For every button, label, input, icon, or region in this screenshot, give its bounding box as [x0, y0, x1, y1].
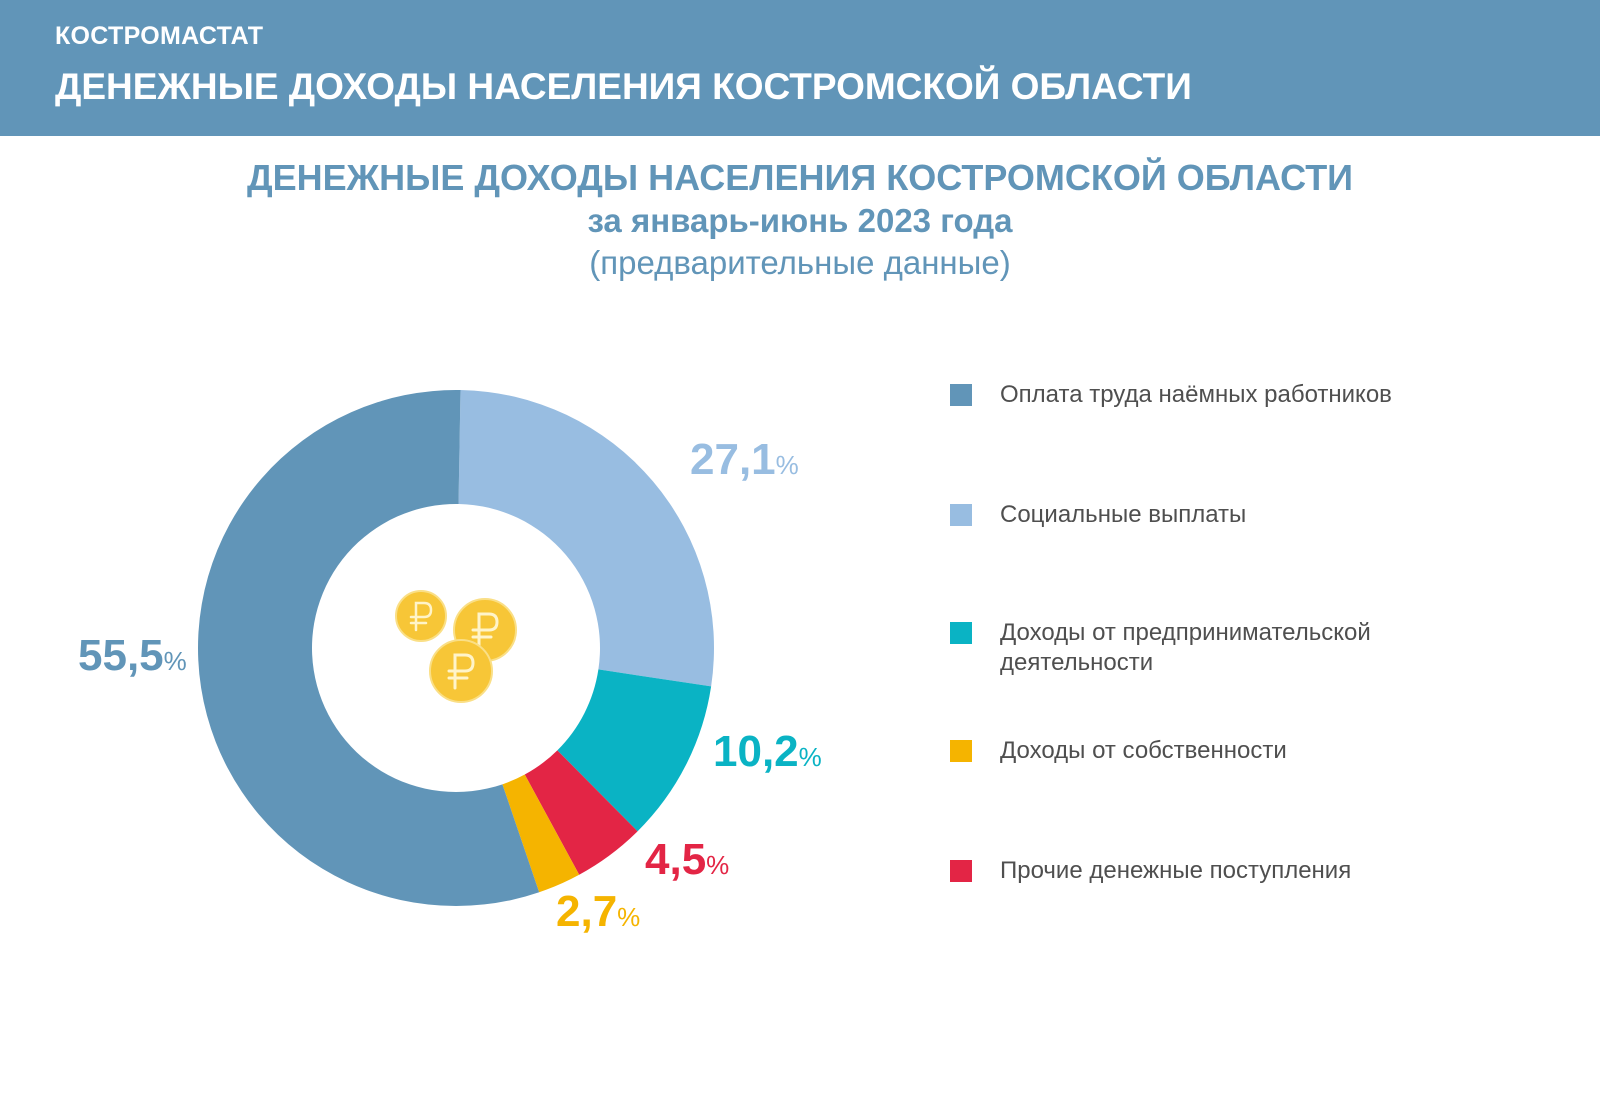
donut-slice: [557, 669, 712, 832]
slice-value: 55,5: [78, 631, 164, 680]
coin-icon: [395, 590, 447, 642]
legend-item: Доходы от предпринимательской деятельнос…: [950, 618, 1430, 678]
banner-title: ДЕНЕЖНЫЕ ДОХОДЫ НАСЕЛЕНИЯ КОСТРОМСКОЙ ОБ…: [55, 66, 1192, 107]
legend-item: Прочие денежные поступления: [950, 856, 1430, 886]
legend-label: Доходы от предпринимательской деятельнос…: [1000, 619, 1371, 676]
chart-title: ДЕНЕЖНЫЕ ДОХОДЫ НАСЕЛЕНИЯ КОСТРОМСКОЙ ОБ…: [246, 157, 1354, 198]
legend-swatch: [950, 622, 972, 644]
slice-value-label: 55,5%: [78, 634, 187, 678]
chart-note: (предварительные данные): [589, 244, 1011, 281]
donut-slice: [458, 390, 715, 687]
slice-value-unit: %: [617, 902, 641, 932]
slice-value-label: 4,5%: [645, 838, 729, 882]
legend-item: Социальные выплаты: [950, 500, 1430, 530]
slice-value: 4,5: [645, 835, 707, 884]
slice-value-label: 2,7%: [556, 890, 640, 934]
legend-swatch: [950, 384, 972, 406]
donut-slice: [502, 774, 580, 893]
slice-value: 10,2: [713, 727, 799, 776]
donut-slices: [197, 390, 715, 907]
legend-item: Доходы от собственности: [950, 736, 1430, 766]
donut-slice: [524, 750, 638, 875]
legend-label: Доходы от собственности: [1000, 737, 1287, 764]
header-banner: КОСТРОМАСТАТ ДЕНЕЖНЫЕ ДОХОДЫ НАСЕЛЕНИЯ К…: [0, 0, 1600, 136]
legend-label: Социальные выплаты: [1000, 501, 1247, 528]
slice-value-label: 10,2%: [713, 730, 822, 774]
slice-value-unit: %: [798, 742, 822, 772]
legend-swatch: [950, 740, 972, 762]
donut-slice: [197, 390, 540, 907]
legend-swatch: [950, 860, 972, 882]
chart-heading: ДЕНЕЖНЫЕ ДОХОДЫ НАСЕЛЕНИЯ КОСТРОМСКОЙ ОБ…: [0, 156, 1600, 284]
legend-label: Прочие денежные поступления: [1000, 857, 1352, 884]
legend-label: Оплата труда наёмных работников: [1000, 381, 1392, 408]
slice-value-unit: %: [775, 450, 799, 480]
slice-value-unit: %: [706, 850, 730, 880]
organization-name: КОСТРОМАСТАТ: [55, 22, 264, 50]
legend-swatch: [950, 504, 972, 526]
ruble-coins-icon: [395, 590, 517, 703]
coin-icon: [429, 639, 493, 703]
chart-subtitle: за январь-июнь 2023 года: [587, 202, 1013, 239]
slice-value-unit: %: [163, 646, 187, 676]
slice-value: 27,1: [690, 435, 776, 484]
slice-value: 2,7: [556, 887, 618, 936]
slice-value-label: 27,1%: [690, 438, 799, 482]
legend-item: Оплата труда наёмных работников: [950, 380, 1430, 410]
